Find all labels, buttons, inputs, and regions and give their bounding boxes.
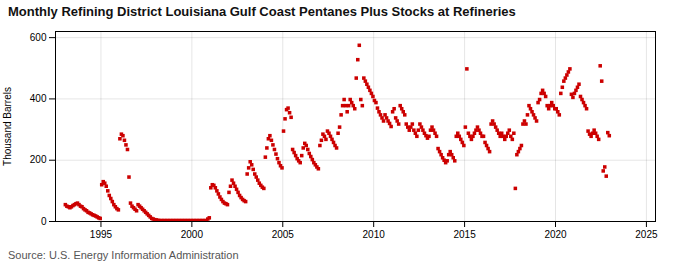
svg-text:Thousand Barrels: Thousand Barrels — [2, 87, 13, 166]
html-text:Source: U.S. Energy Informatio: Source: U.S. Energy Information Administ… — [8, 249, 239, 261]
svg-text:600: 600 — [30, 32, 47, 43]
svg-text:1995: 1995 — [90, 229, 113, 240]
svg-text:2025: 2025 — [635, 229, 658, 240]
svg-text:2020: 2020 — [544, 229, 567, 240]
svg-text:2005: 2005 — [272, 229, 295, 240]
svg-text:2010: 2010 — [363, 229, 386, 240]
svg-text:2000: 2000 — [181, 229, 204, 240]
svg-text:400: 400 — [30, 93, 47, 104]
svg-text:200: 200 — [30, 154, 47, 165]
svg-text:2015: 2015 — [453, 229, 476, 240]
svg-text:0: 0 — [41, 216, 47, 227]
html-text:Monthly Refining District Loui: Monthly Refining District Louisiana Gulf… — [8, 4, 516, 19]
